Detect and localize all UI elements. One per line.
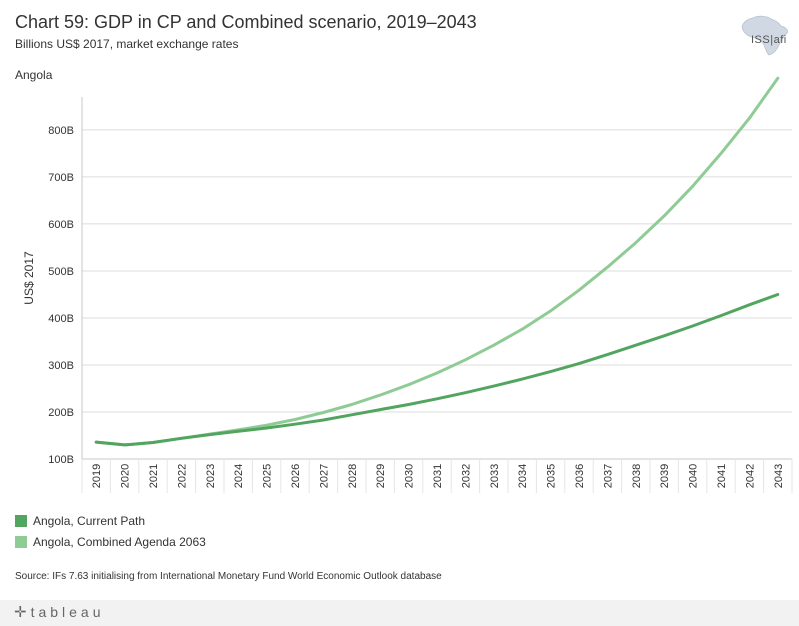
legend-swatch-combined bbox=[15, 535, 27, 548]
y-tick-label: 500B bbox=[48, 266, 74, 278]
tableau-logo[interactable]: ✛ tableau bbox=[14, 603, 105, 621]
x-tick-label: 2033 bbox=[489, 464, 501, 488]
x-tick-label: 2037 bbox=[602, 464, 614, 488]
x-tick-label: 2028 bbox=[347, 464, 359, 488]
x-tick-label: 2019 bbox=[91, 464, 103, 488]
country-label: Angola bbox=[15, 68, 53, 82]
series-line-current-path bbox=[94, 293, 780, 447]
x-tick-label: 2029 bbox=[375, 464, 387, 488]
x-tick-label: 2038 bbox=[631, 464, 643, 488]
tableau-plus-icon: ✛ bbox=[14, 604, 27, 621]
x-tick-label: 2027 bbox=[318, 464, 330, 488]
x-tick-label: 2034 bbox=[517, 464, 529, 488]
tableau-brand-text: tableau bbox=[30, 604, 105, 620]
series-lines bbox=[94, 76, 780, 447]
gridlines bbox=[82, 129, 792, 460]
y-tick-label: 200B bbox=[48, 407, 74, 419]
y-tick-label: 600B bbox=[48, 219, 74, 231]
x-tick-label: 2042 bbox=[744, 464, 756, 488]
source-note: Source: IFs 7.63 initialising from Inter… bbox=[15, 571, 442, 582]
x-tick-label: 2031 bbox=[432, 464, 444, 488]
legend-swatch-current-path bbox=[15, 514, 27, 527]
x-tick-label: 2039 bbox=[659, 464, 671, 488]
logo-text: ISS|afi bbox=[751, 34, 787, 46]
line-chart: 100B 200B 300B 400B 500B 600B 700B 800B US$ 2017… bbox=[22, 76, 793, 493]
x-tick-label: 2023 bbox=[205, 464, 217, 488]
y-axis-title: US$ 2017 bbox=[22, 251, 36, 305]
legend-item-combined[interactable]: Angola, Combined Agenda 2063 bbox=[15, 531, 206, 552]
x-tick-label: 2024 bbox=[233, 464, 245, 488]
y-tick-label: 400B bbox=[48, 313, 74, 325]
legend-label-current-path: Angola, Current Path bbox=[33, 513, 146, 528]
x-tick-label: 2021 bbox=[148, 464, 160, 488]
y-tick-label: 700B bbox=[48, 172, 74, 184]
chart-subtitle: Billions US$ 2017, market exchange rates bbox=[15, 37, 239, 51]
x-tick-label: 2036 bbox=[574, 464, 586, 488]
x-tick-label: 2030 bbox=[404, 464, 416, 488]
x-tick-label: 2035 bbox=[546, 464, 558, 488]
x-tick-label: 2032 bbox=[460, 464, 472, 488]
chart-title: Chart 59: GDP in CP and Combined scenari… bbox=[15, 12, 477, 32]
x-tick-label: 2025 bbox=[262, 464, 274, 488]
y-tick-label: 800B bbox=[48, 125, 74, 137]
x-tick-label: 2026 bbox=[290, 464, 302, 488]
x-tick-label: 2040 bbox=[688, 464, 700, 488]
x-tick-label: 2022 bbox=[176, 464, 188, 488]
y-tick-label: 100B bbox=[48, 454, 74, 466]
africa-map-logo-icon bbox=[741, 15, 788, 56]
axes: 100B 200B 300B 400B 500B 600B 700B 800B US$ 2017… bbox=[22, 97, 793, 493]
series-line-combined-agenda-2063 bbox=[94, 76, 780, 447]
legend-item-current-path[interactable]: Angola, Current Path bbox=[15, 510, 206, 531]
legend-label-combined: Angola, Combined Agenda 2063 bbox=[33, 534, 206, 549]
x-tick-label: 2020 bbox=[120, 464, 132, 488]
x-tick-label: 2043 bbox=[773, 464, 785, 488]
legend: Angola, Current Path Angola, Combined Ag… bbox=[15, 510, 206, 552]
x-tick-label: 2041 bbox=[716, 464, 728, 488]
y-tick-label: 300B bbox=[48, 360, 74, 372]
tableau-footer-bar bbox=[0, 600, 799, 626]
